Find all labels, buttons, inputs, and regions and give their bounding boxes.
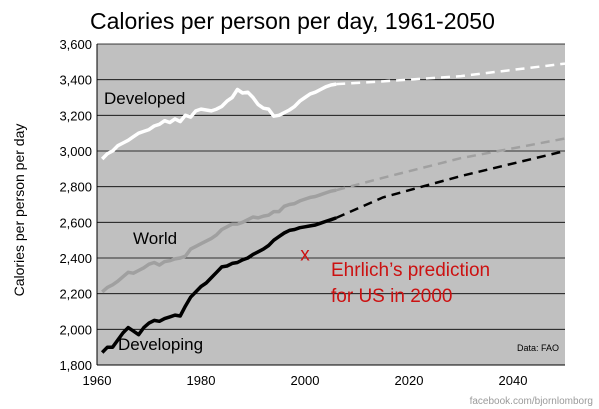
- prediction-label-line2: for US in 2000: [331, 286, 452, 307]
- y-tick-label: 3,200: [59, 108, 92, 123]
- y-tick-label: 2,600: [59, 215, 92, 230]
- series-line-developed: [100, 82, 337, 161]
- x-tick-label: 2040: [499, 373, 528, 388]
- series-projection-developed: [336, 62, 566, 86]
- prediction-label-line1: Ehrlich’s prediction: [331, 260, 490, 281]
- prediction-marker: x: [300, 244, 310, 265]
- x-tick-label: 2000: [291, 373, 320, 388]
- x-axis-tick-labels: 1960 1980 2000 2020 2040: [83, 373, 528, 388]
- series-label-developing: Developing: [118, 335, 203, 354]
- plot-area: [97, 44, 565, 365]
- x-tick-label: 2020: [395, 373, 424, 388]
- series-label-developed: Developed: [104, 89, 185, 108]
- series-line-developing: [100, 216, 337, 354]
- y-tick-label: 2,800: [59, 180, 92, 195]
- series-lines: [100, 62, 566, 354]
- chart-title: Calories per person per day, 1961-2050: [90, 8, 495, 34]
- y-tick-label: 3,600: [59, 37, 92, 52]
- source-note: Data: FAO: [517, 343, 559, 353]
- series-line-world: [101, 188, 337, 294]
- y-tick-label: 2,200: [59, 287, 92, 302]
- y-tick-label: 2,000: [59, 322, 92, 337]
- x-tick-label: 1960: [83, 373, 112, 388]
- series-projection-developing: [335, 149, 566, 220]
- series-projection-world: [335, 137, 566, 192]
- x-tick-label: 1980: [187, 373, 216, 388]
- y-axis-tick-labels: 1,800 2,000 2,200 2,400 2,600 2,800 3,000 3,200…: [59, 37, 92, 373]
- y-tick-label: 1,800: [59, 358, 92, 373]
- credit-text: facebook.com/bjornlomborg: [470, 396, 593, 407]
- y-tick-label: 3,000: [59, 144, 92, 159]
- series-label-world: World: [133, 229, 177, 248]
- y-tick-label: 3,400: [59, 73, 92, 88]
- y-tick-label: 2,400: [59, 251, 92, 266]
- y-axis-label: Calories per person per day: [11, 124, 27, 297]
